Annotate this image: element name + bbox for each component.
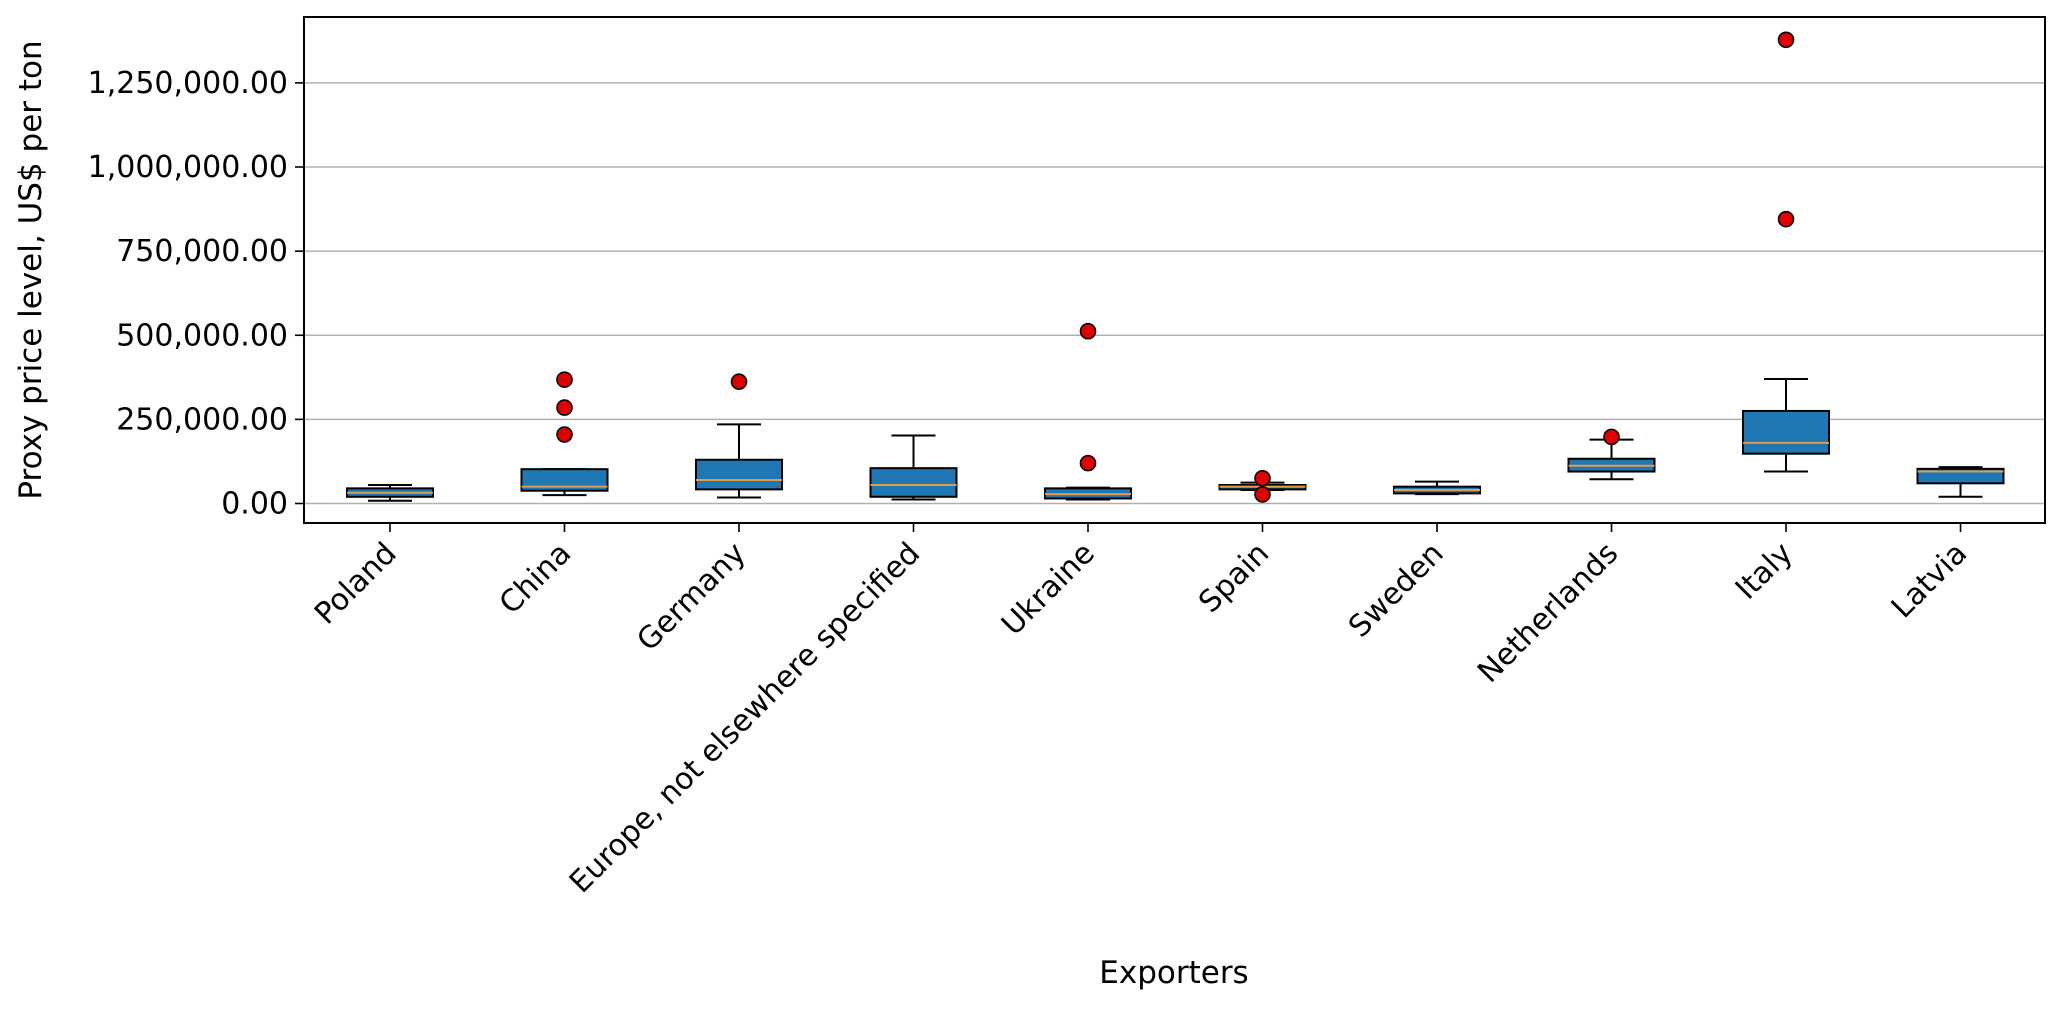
outlier-point [1079, 322, 1097, 340]
outlier-point [1254, 486, 1271, 503]
boxes [346, 31, 2005, 503]
y-tick-label: 250,000.00 [116, 402, 288, 437]
y-tick-label: 1,250,000.00 [88, 66, 288, 101]
outlier-point [1603, 428, 1620, 446]
outlier-point [1079, 454, 1097, 472]
box-europe-not-elsewhere-specified [869, 434, 958, 501]
plot-area-frame [303, 16, 2046, 524]
outlier-point [1777, 210, 1795, 228]
x-tick-label: Spain [1192, 536, 1276, 620]
box-ukraine [1044, 322, 1132, 501]
box-iqr [520, 468, 609, 492]
x-tick-label: Italy [1729, 536, 1800, 607]
x-tick-label: Latvia [1885, 536, 1974, 625]
outlier-point [556, 426, 573, 443]
box-spain [1218, 469, 1307, 503]
y-tick-label: 1,000,000.00 [88, 150, 288, 185]
y-axis-ticks: 0.00 250,000.00 500,000.00 750,000.00 1,000,… [88, 66, 304, 522]
y-gridlines [304, 82, 2045, 505]
y-tick-label: 0.00 [221, 487, 288, 522]
box-latvia [1916, 466, 2005, 498]
x-tick-label: China [493, 536, 578, 621]
outlier-point [730, 373, 748, 390]
box-iqr [1742, 409, 1830, 455]
y-tick-label: 750,000.00 [116, 234, 288, 269]
box-sweden [1393, 480, 1481, 496]
box-china [520, 371, 609, 497]
y-tick-label: 500,000.00 [116, 318, 288, 353]
x-tick-label: Europe, not elsewhere specified [563, 536, 927, 900]
box-poland [346, 483, 434, 502]
outlier-point [556, 371, 573, 388]
x-tick-label: Germany [630, 536, 752, 658]
box-netherlands [1567, 428, 1656, 481]
box-germany [695, 373, 783, 499]
outlier-point [1254, 469, 1271, 487]
x-tick-label: Poland [308, 536, 404, 632]
x-tick-label: Ukraine [995, 536, 1102, 643]
x-tick-label: Sweden [1342, 536, 1451, 645]
x-tick-label: Netherlands [1471, 536, 1625, 690]
outlier-point [556, 399, 573, 416]
outlier-point [1777, 31, 1795, 49]
box-italy [1742, 31, 1830, 473]
x-axis-title: Exporters [1099, 955, 1248, 991]
box-iqr [869, 467, 958, 498]
y-axis-title: Proxy price level, US$ per ton [13, 40, 49, 499]
box-iqr [695, 458, 783, 491]
